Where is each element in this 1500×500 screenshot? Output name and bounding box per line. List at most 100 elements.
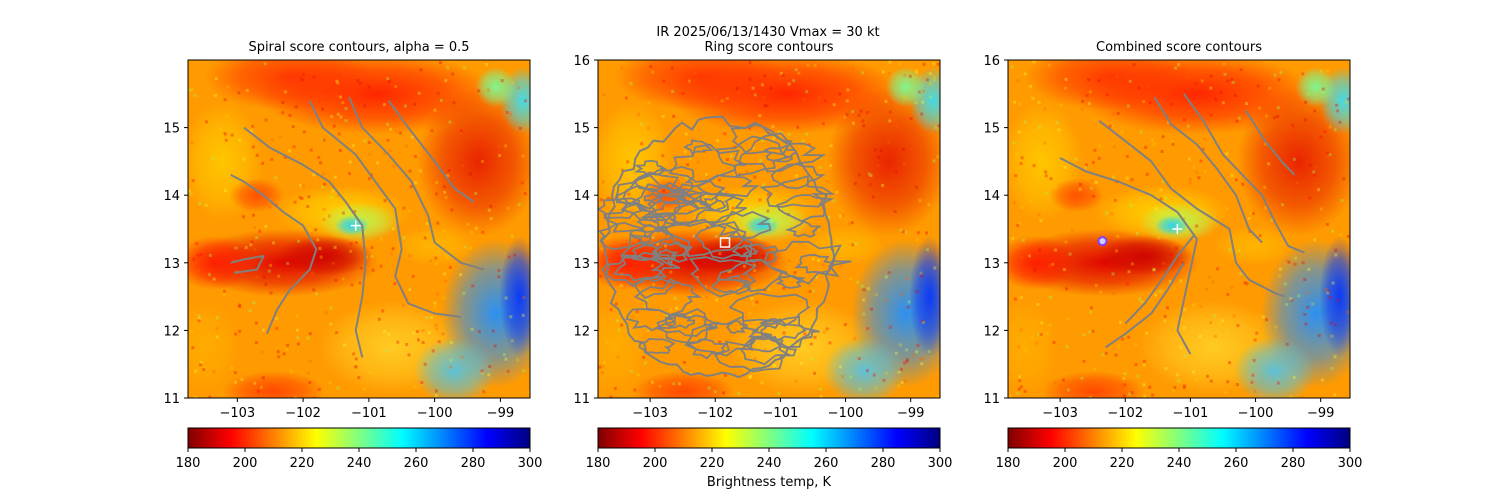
score-contour (673, 191, 747, 227)
colorbar-tick-label: 240 (347, 456, 372, 471)
colorbar (597, 427, 941, 449)
score-contour (775, 194, 835, 223)
score-contour (725, 320, 749, 334)
x-tick-label: −103 (1042, 406, 1078, 421)
score-contour (1105, 262, 1185, 349)
colorbar (187, 427, 531, 449)
score-contour (742, 243, 779, 264)
panel-spiral: Spiral score contours, alpha = 0.5 −103 −1… (163, 40, 542, 471)
y-tick-label: 14 (163, 189, 180, 204)
score-contour (716, 258, 788, 293)
score-contour (731, 244, 759, 258)
y-tick-label: 13 (573, 257, 590, 272)
panel-ring: Ring score contours −103 −102 −101 −100 −99 11… (573, 40, 953, 471)
score-contour (794, 253, 835, 274)
colorbar-tick-label: 260 (1224, 456, 1249, 471)
x-tick-label: −102 (285, 406, 321, 421)
score-contour (684, 315, 763, 357)
x-tick-label: −100 (417, 406, 453, 421)
x-tick-label: −103 (632, 406, 668, 421)
score-contour (625, 308, 677, 332)
y-tick-label: 16 (983, 54, 1000, 69)
x-tick-label: −102 (1107, 406, 1143, 421)
score-contour (760, 318, 807, 341)
colorbar-tick-label: 300 (928, 456, 953, 471)
score-contour (348, 96, 485, 271)
score-contour (636, 211, 680, 233)
colorbar-tick-label: 220 (290, 456, 315, 471)
y-tick-label: 16 (573, 54, 590, 69)
score-contour (711, 274, 751, 295)
colorbar-tick-label: 220 (700, 456, 725, 471)
colorbar-tick-label: 220 (1110, 456, 1135, 471)
contour-group (598, 115, 852, 379)
y-tick-label: 12 (983, 324, 1000, 339)
contour-group (1059, 93, 1305, 355)
y-tick-label: 11 (573, 392, 590, 407)
score-contour (1098, 120, 1286, 298)
score-contour (759, 174, 836, 208)
brightness-temp-image (1008, 60, 1350, 398)
score-contour (614, 171, 686, 210)
score-contour (600, 115, 836, 379)
score-contour (230, 174, 318, 335)
axes-frame (597, 59, 941, 399)
score-contour (613, 251, 681, 282)
x-tick-label: −101 (1173, 406, 1209, 421)
x-tick-label: −101 (351, 406, 387, 421)
colorbar-tick-label: 200 (1053, 456, 1078, 471)
score-contour (737, 132, 827, 173)
score-contour (770, 163, 826, 190)
x-tick-label: −100 (828, 406, 864, 421)
x-tick-label: −99 (897, 406, 924, 421)
colorbar-label: Brightness temp, K (707, 475, 832, 490)
colorbar-tick-label: 300 (1338, 456, 1363, 471)
score-contour (1124, 235, 1195, 325)
contour-group (230, 96, 485, 358)
y-tick-label: 11 (163, 392, 180, 407)
score-contour (653, 248, 680, 261)
brightness-temp-image (188, 60, 530, 398)
colorbar-tick-label: 180 (176, 456, 201, 471)
x-tick-label: −100 (1238, 406, 1274, 421)
score-contour (647, 212, 677, 228)
score-contour (640, 191, 718, 227)
colorbar-tick-label: 260 (814, 456, 839, 471)
y-tick-label: 13 (163, 257, 180, 272)
y-tick-label: 11 (983, 392, 1000, 407)
score-contour (230, 255, 265, 274)
colorbar-tick-label: 180 (586, 456, 611, 471)
y-tick-label: 12 (573, 324, 590, 339)
score-contour (656, 307, 720, 337)
colorbar-tick-label: 200 (233, 456, 258, 471)
score-contour (243, 126, 367, 358)
score-contour (763, 144, 798, 163)
colorbar-tick-label: 180 (996, 456, 1021, 471)
colorbar-tick-label: 280 (461, 456, 486, 471)
score-contour (1059, 157, 1198, 355)
panel-title: Ring score contours (704, 40, 833, 55)
x-tick-label: −99 (487, 406, 514, 421)
score-contour (710, 210, 772, 240)
score-contour (1153, 96, 1263, 244)
panel-title: Spiral score contours, alpha = 0.5 (248, 40, 469, 55)
x-tick-label: −103 (219, 406, 255, 421)
score-contour (638, 337, 676, 355)
center-marker (719, 237, 731, 248)
score-contour (308, 100, 462, 318)
center-marker-secondary (1172, 224, 1183, 234)
score-contour (616, 174, 693, 214)
y-tick-label: 12 (163, 324, 180, 339)
axes-frame (1007, 59, 1351, 399)
x-tick-label: −102 (697, 406, 733, 421)
y-tick-label: 15 (983, 122, 1000, 137)
y-tick-label: 14 (983, 189, 1000, 204)
score-contour (601, 256, 668, 288)
score-contour (387, 100, 475, 203)
score-contour (598, 197, 648, 220)
center-marker (1097, 236, 1108, 247)
score-contour (739, 335, 798, 366)
score-contour (693, 222, 753, 260)
x-tick-label: −101 (763, 406, 799, 421)
